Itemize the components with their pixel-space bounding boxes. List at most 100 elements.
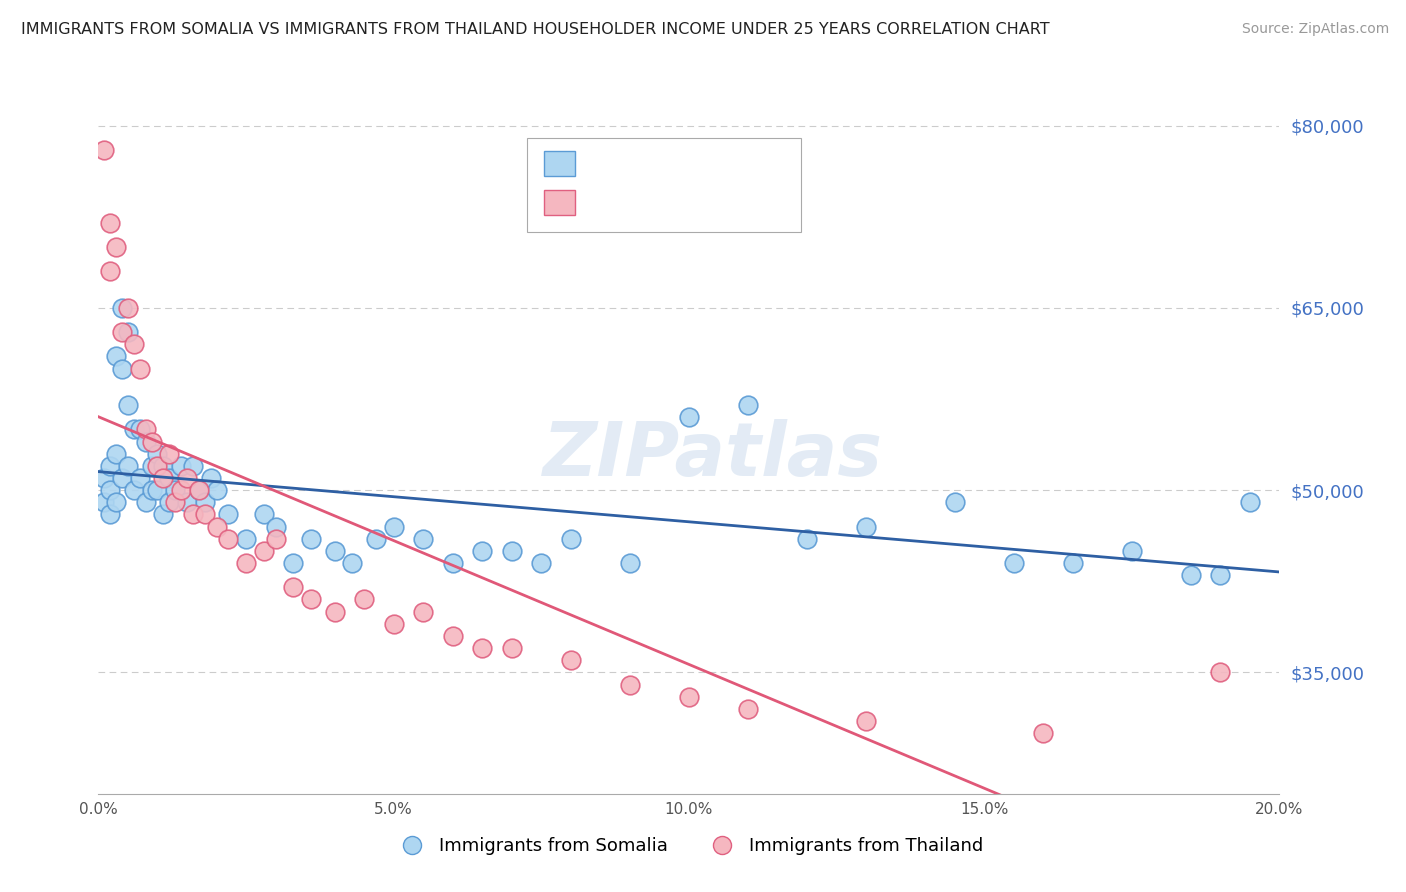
Point (98, 508, 121, 522)
Point (135, 434, 157, 449)
Point (530, 556, 553, 570)
Point (253, 508, 276, 522)
Text: N =: N = (690, 154, 742, 172)
Point (122, 483, 145, 497)
Point (122, 422, 145, 436)
Text: IMMIGRANTS FROM SOMALIA VS IMMIGRANTS FROM THAILAND HOUSEHOLDER INCOME UNDER 25 : IMMIGRANTS FROM SOMALIA VS IMMIGRANTS FR… (21, 22, 1050, 37)
Point (412, 532, 434, 546)
Point (200, 471, 222, 485)
Point (170, 458, 193, 473)
Point (217, 508, 239, 522)
Point (111, 325, 134, 339)
Point (128, 471, 150, 485)
Point (1062, 556, 1084, 570)
Point (117, 398, 139, 412)
Point (117, 458, 139, 473)
Point (176, 471, 198, 485)
Text: ZIPatlas: ZIPatlas (543, 419, 883, 492)
Text: Source: ZipAtlas.com: Source: ZipAtlas.com (1241, 22, 1389, 37)
Point (264, 532, 287, 546)
Point (152, 458, 174, 473)
Point (105, 495, 128, 509)
Point (1209, 665, 1232, 680)
Point (98, 216, 121, 230)
Point (737, 398, 759, 412)
Point (560, 653, 582, 667)
Point (796, 532, 818, 546)
Legend: Immigrants from Somalia, Immigrants from Thailand: Immigrants from Somalia, Immigrants from… (387, 830, 991, 863)
Point (283, 556, 305, 570)
Point (441, 556, 464, 570)
Point (353, 592, 375, 607)
Point (283, 580, 305, 594)
Point (323, 605, 346, 619)
Point (382, 519, 405, 533)
Point (619, 677, 641, 691)
Point (678, 690, 700, 704)
Point (98, 458, 121, 473)
Point (117, 325, 139, 339)
Point (235, 532, 257, 546)
Text: 64: 64 (741, 154, 766, 172)
Point (1121, 544, 1143, 558)
Point (235, 556, 257, 570)
Point (737, 702, 759, 716)
Point (157, 495, 180, 509)
Text: 40: 40 (741, 194, 766, 211)
Point (93, 143, 115, 157)
Point (105, 350, 128, 364)
Point (471, 544, 494, 558)
Point (441, 629, 464, 643)
Point (323, 544, 346, 558)
Point (412, 605, 434, 619)
Point (98, 264, 121, 278)
Point (98, 483, 121, 497)
Point (342, 556, 364, 570)
Point (619, 556, 641, 570)
Point (1032, 726, 1054, 740)
Point (146, 447, 169, 461)
Point (141, 434, 163, 449)
Point (1002, 556, 1025, 570)
Point (501, 544, 523, 558)
Text: N =: N = (690, 194, 742, 211)
Point (299, 532, 322, 546)
Text: R =: R = (589, 194, 628, 211)
Point (855, 714, 877, 728)
Point (165, 483, 187, 497)
Point (93, 495, 115, 509)
Point (170, 483, 193, 497)
Point (146, 458, 169, 473)
Point (943, 495, 966, 509)
Point (187, 483, 209, 497)
Point (157, 471, 180, 485)
Point (165, 495, 187, 509)
Point (152, 508, 174, 522)
Point (299, 592, 322, 607)
Point (122, 337, 145, 351)
Point (93, 471, 115, 485)
Point (678, 410, 700, 425)
Point (135, 422, 157, 436)
Point (105, 240, 128, 254)
Text: R =: R = (589, 154, 628, 172)
Point (157, 447, 180, 461)
Point (128, 422, 150, 436)
Point (117, 301, 139, 315)
Text: -0.394: -0.394 (628, 194, 693, 211)
Point (111, 471, 134, 485)
Point (152, 471, 174, 485)
Point (194, 495, 217, 509)
Point (176, 495, 198, 509)
Point (217, 532, 239, 546)
Point (181, 508, 204, 522)
Point (382, 616, 405, 631)
Point (141, 483, 163, 497)
Point (111, 361, 134, 376)
Point (501, 641, 523, 656)
Point (105, 447, 128, 461)
Point (1239, 495, 1261, 509)
Point (187, 483, 209, 497)
Point (194, 508, 217, 522)
Point (135, 495, 157, 509)
